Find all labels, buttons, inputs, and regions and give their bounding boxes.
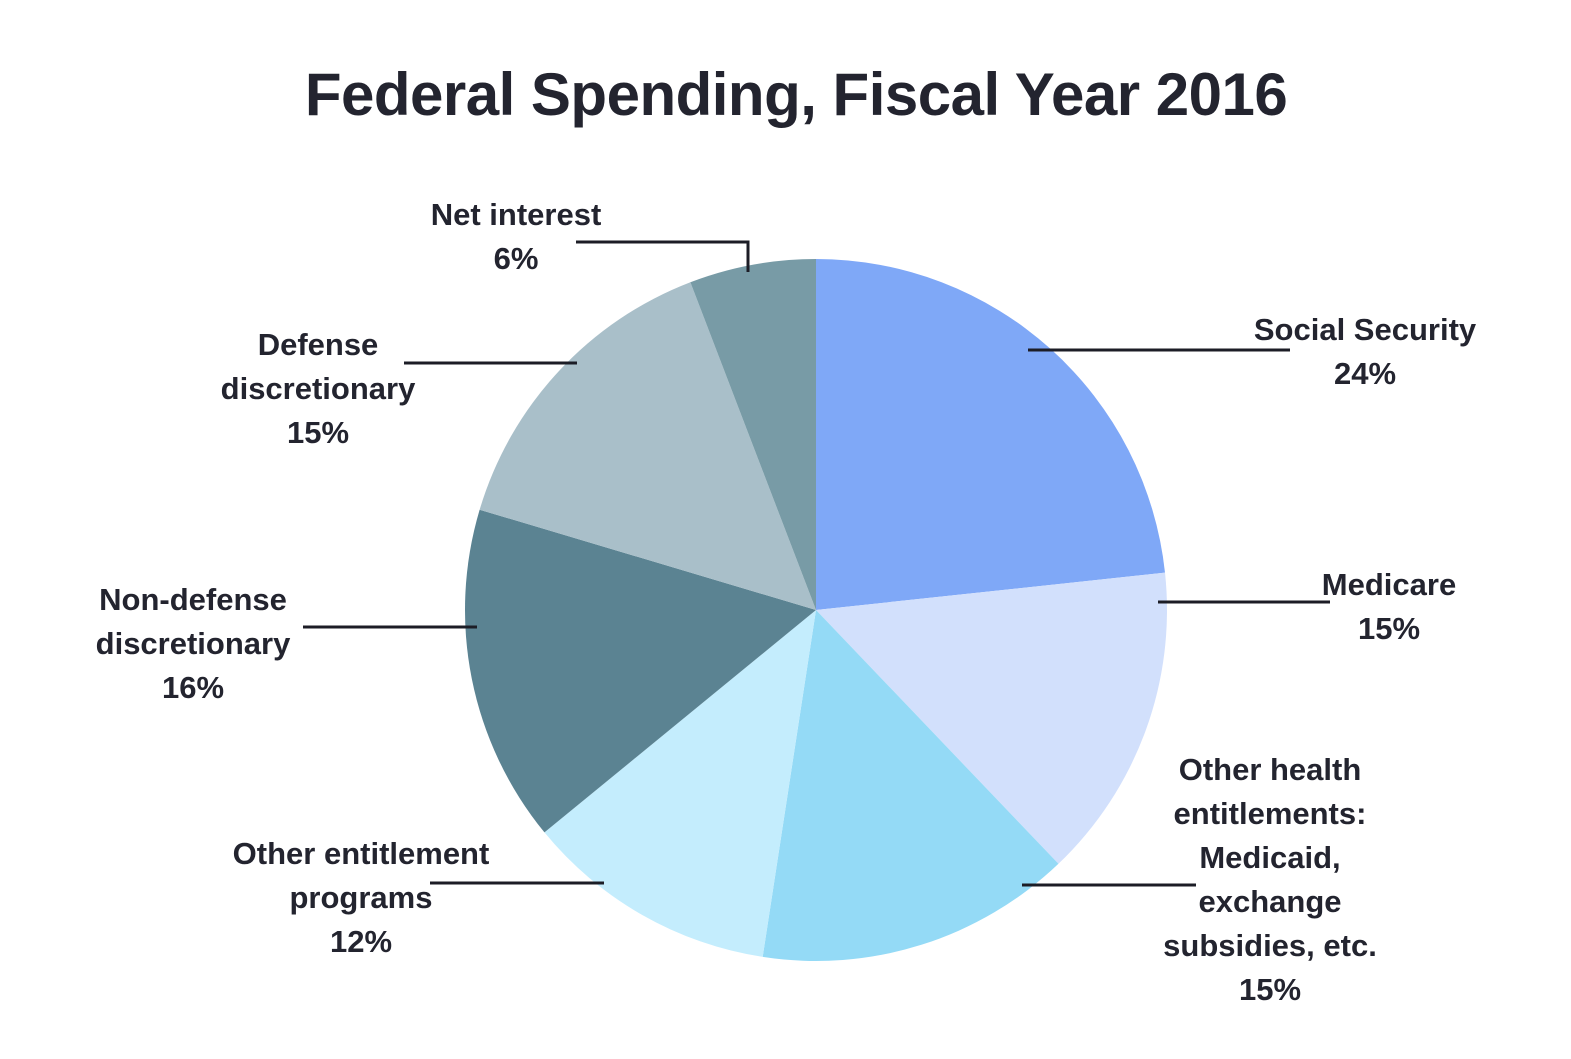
slice-name-label: Non-defense (99, 582, 287, 617)
slice-value-label: 15% (287, 415, 349, 450)
pie-slice-net-interest (690, 259, 816, 610)
slice-name-label: Social Security (1254, 312, 1477, 347)
slice-label: Non-defense discretionary 16% (96, 582, 291, 705)
pie-slice-other-entitlement-programs (544, 610, 816, 957)
slice-name-label: exchange (1198, 884, 1341, 919)
leader-lines (303, 240, 1330, 887)
slice-value-label: 16% (162, 670, 224, 705)
slice-value-label: 15% (1358, 611, 1420, 646)
slice-value-label: 6% (494, 241, 539, 276)
slice-name-label: Medicaid, (1199, 840, 1340, 875)
slice-labels: Social Security 24%Medicare 15%Other healt… (96, 197, 1477, 1007)
pie-slice-other-health-entitlements (762, 610, 1059, 962)
pie-slices (464, 259, 1167, 962)
slice-name-label: Other entitlement (233, 836, 490, 871)
slice-value-label: 12% (330, 924, 392, 959)
slice-label: Other health entitlements: Medicaid, exchan… (1163, 752, 1377, 1007)
slice-name-label: discretionary (221, 371, 416, 406)
slice-name-label: Other health (1179, 752, 1362, 787)
pie-slice-medicare (816, 572, 1167, 864)
slice-name-label: entitlements: (1174, 796, 1367, 831)
pie-slice-social-security (816, 259, 1165, 610)
leader-line (576, 240, 750, 272)
pie-slice-non-defense-discretionary (464, 509, 816, 833)
slice-label: Defense discretionary 15% (221, 327, 416, 450)
slice-value-label: 24% (1334, 356, 1396, 391)
slice-name-label: subsidies, etc. (1163, 928, 1377, 963)
slice-name-label: Defense (258, 327, 379, 362)
chart-title: Federal Spending, Fiscal Year 2016 (304, 61, 1288, 128)
slice-label: Medicare 15% (1322, 567, 1456, 646)
slice-name-label: discretionary (96, 626, 291, 661)
slice-label: Net interest 6% (431, 197, 602, 276)
slice-name-label: programs (290, 880, 433, 915)
slice-label: Other entitlement programs 12% (233, 836, 490, 959)
slice-label: Social Security 24% (1254, 312, 1477, 391)
slice-value-label: 15% (1239, 972, 1301, 1007)
slice-name-label: Net interest (431, 197, 602, 232)
slice-name-label: Medicare (1322, 567, 1456, 602)
pie-slice-defense-discretionary (479, 282, 816, 610)
